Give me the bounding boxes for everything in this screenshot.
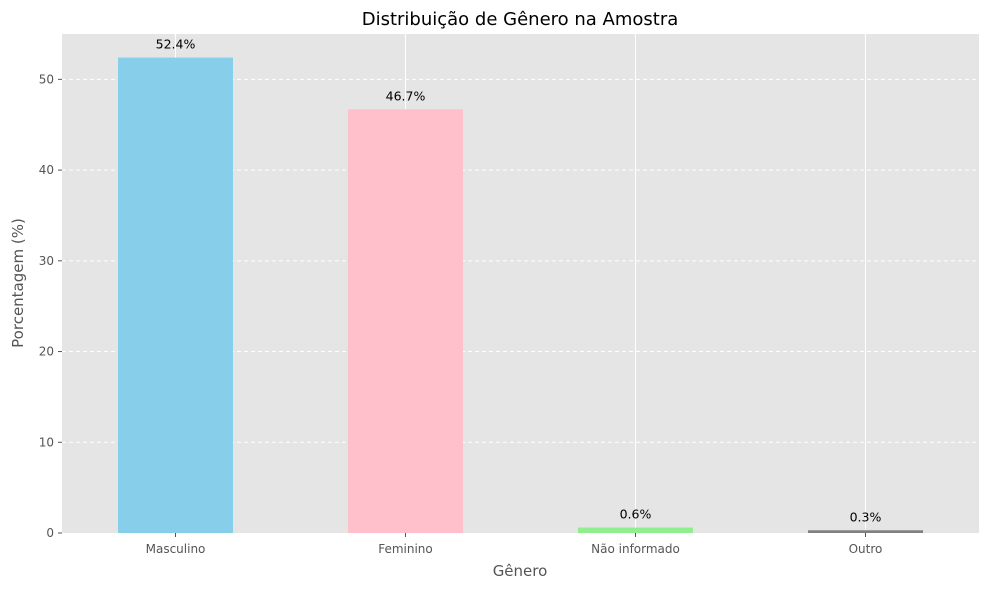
- bar-value-label: 52.4%: [156, 37, 196, 52]
- y-tick-label: 40: [39, 163, 54, 177]
- bar-value-label: 0.6%: [620, 507, 652, 522]
- y-tick-label: 20: [39, 345, 54, 359]
- bars: [118, 57, 923, 534]
- bar: [578, 527, 693, 533]
- x-axis-title: Gênero: [493, 562, 548, 580]
- y-axis-title: Porcentagem (%): [9, 218, 27, 348]
- y-tick-label: 10: [39, 435, 54, 449]
- bar: [118, 57, 233, 534]
- y-tick-label: 50: [39, 72, 54, 86]
- x-tick-label: Outro: [849, 542, 883, 556]
- x-tick-label: Feminino: [378, 542, 433, 556]
- y-axis-ticks: 0 10 20 30 40 50: [39, 72, 62, 540]
- data-labels: 52.4% 46.7% 0.6% 0.3%: [156, 37, 882, 525]
- x-tick-label: Masculino: [146, 542, 206, 556]
- x-tick-label: Não informado: [591, 542, 680, 556]
- bar: [348, 109, 463, 533]
- y-tick-label: 30: [39, 254, 54, 268]
- x-axis-ticks: Masculino Feminino Não informado Outro: [146, 533, 883, 556]
- bar: [808, 530, 923, 533]
- y-gridlines: [62, 78, 979, 443]
- bar-value-label: 0.3%: [850, 509, 882, 524]
- bar-value-label: 46.7%: [386, 88, 426, 103]
- chart-title: Distribuição de Gênero na Amostra: [362, 9, 679, 30]
- y-tick-label: 0: [46, 526, 54, 540]
